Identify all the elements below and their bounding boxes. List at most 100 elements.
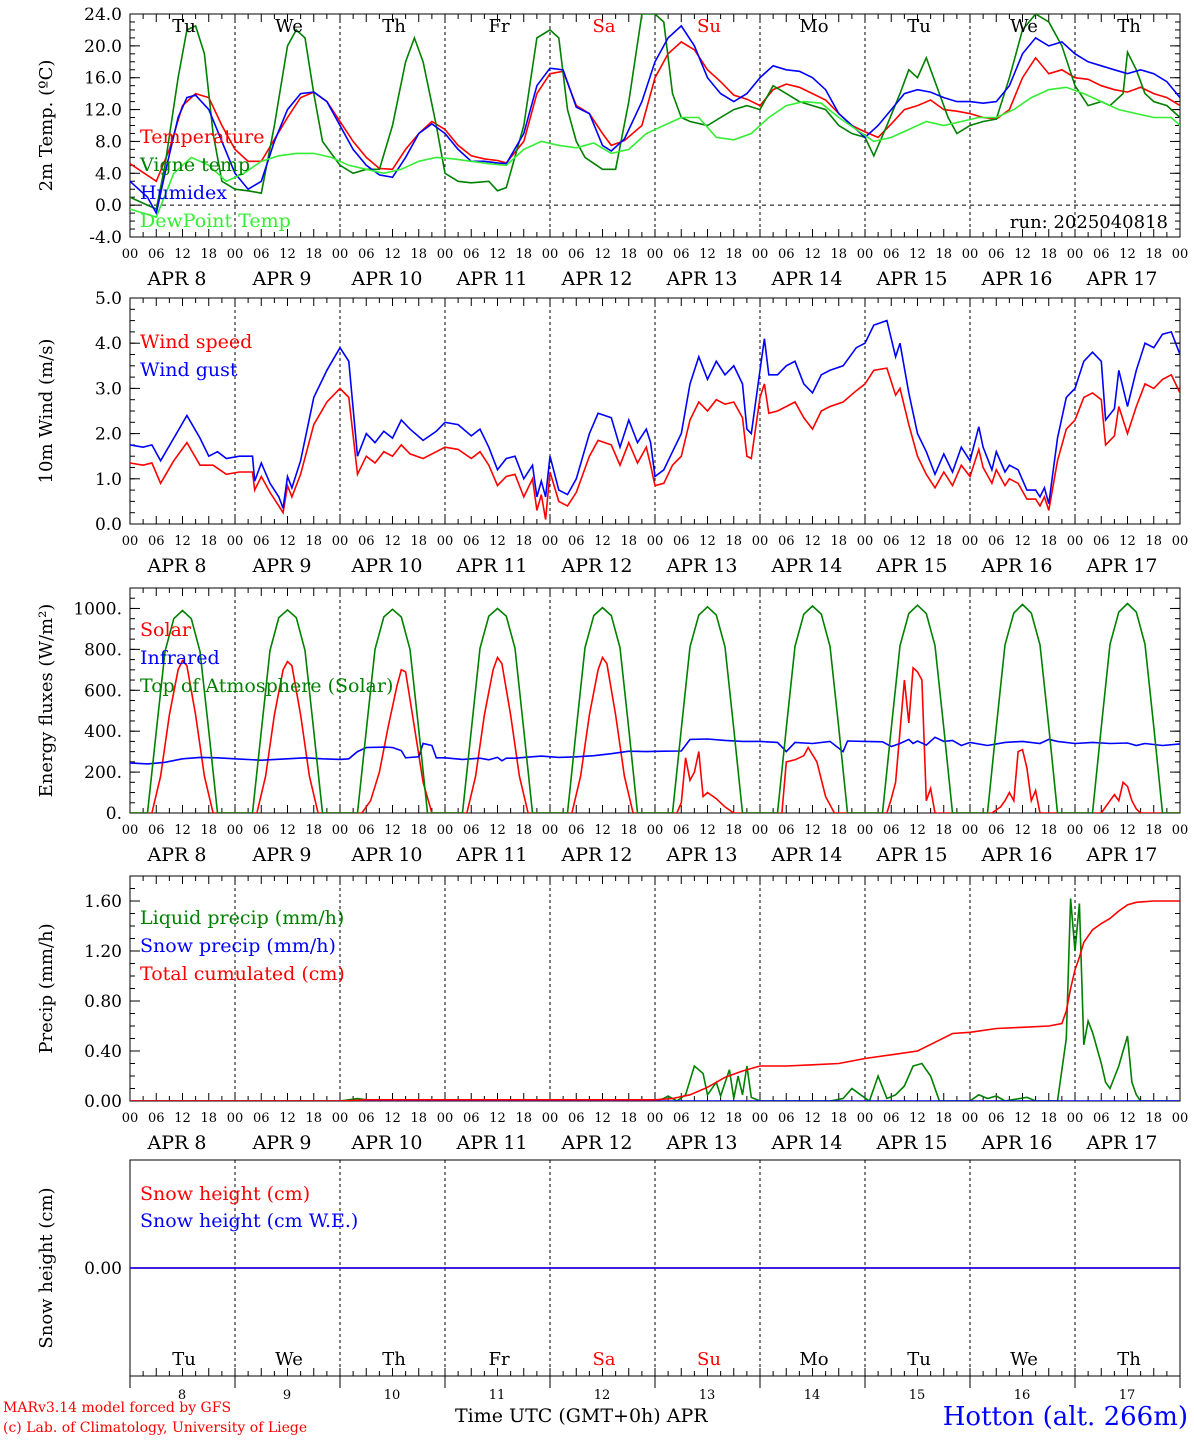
day-header: APR 11: [455, 844, 527, 866]
day-header: APR 11: [455, 1132, 527, 1154]
hour-tick-label: 18: [620, 823, 637, 838]
hour-tick-label: 12: [804, 534, 821, 549]
hour-tick-label: 06: [1093, 247, 1110, 262]
hour-tick-label: 06: [778, 534, 795, 549]
hour-tick-label: 00: [227, 1111, 244, 1126]
hour-tick-label: 18: [410, 823, 427, 838]
day-header: APR 12: [560, 268, 632, 290]
weekday-label: Su: [697, 1349, 721, 1370]
hour-tick-label: 06: [358, 247, 375, 262]
weekday-label: We: [275, 16, 303, 37]
day-header: APR 9: [252, 844, 312, 866]
hour-tick-label: 18: [1145, 247, 1162, 262]
hour-tick-label: 06: [883, 1111, 900, 1126]
hour-tick-label: 12: [594, 1111, 611, 1126]
day-header: APR 17: [1085, 268, 1157, 290]
legend-entry: Liquid precip (mm/h): [140, 907, 344, 929]
hour-tick-label: 18: [1145, 534, 1162, 549]
hour-tick-label: 00: [962, 823, 979, 838]
hour-tick-label: 06: [883, 247, 900, 262]
hour-tick-label: 06: [253, 1111, 270, 1126]
hour-tick-label: 18: [620, 534, 637, 549]
day-number-label: 13: [699, 1388, 716, 1403]
hour-tick-label: 12: [804, 247, 821, 262]
hour-tick-label: 00: [647, 247, 664, 262]
series-line-solar: [130, 655, 1180, 813]
y-tick-label: 1.0: [95, 470, 122, 490]
hour-tick-label: 00: [122, 1111, 139, 1126]
hour-tick-label: 18: [725, 534, 742, 549]
hour-tick-label: 12: [699, 1111, 716, 1126]
hour-tick-label: 06: [568, 823, 585, 838]
y-tick-label: 4.0: [95, 164, 122, 184]
hour-tick-label: 00: [227, 534, 244, 549]
hour-tick-label: 18: [410, 247, 427, 262]
hour-tick-label: 00: [332, 1111, 349, 1126]
weekday-label: Tu: [172, 16, 196, 37]
hour-tick-label: 12: [1014, 247, 1031, 262]
series-line-top-of-atmosphere-solar-: [130, 602, 1180, 813]
legend-entry: Humidex: [140, 182, 227, 204]
y-tick-label: 1.20: [84, 942, 122, 962]
hour-tick-label: 06: [148, 1111, 165, 1126]
day-header: APR 17: [1085, 844, 1157, 866]
hour-tick-label: 06: [673, 247, 690, 262]
day-header: APR 15: [875, 1132, 947, 1154]
hour-tick-label: 00: [437, 534, 454, 549]
hour-tick-label: 18: [305, 247, 322, 262]
day-header: APR 12: [560, 1132, 632, 1154]
day-header: APR 15: [875, 844, 947, 866]
weekday-label: Sa: [592, 16, 615, 37]
hour-tick-label: 12: [384, 1111, 401, 1126]
legend-entry: Snow height (cm W.E.): [140, 1210, 358, 1232]
legend-entry: Snow precip (mm/h): [140, 935, 336, 957]
hour-tick-label: 18: [830, 823, 847, 838]
weekday-label: We: [275, 1349, 303, 1370]
hour-tick-label: 00: [857, 823, 874, 838]
hour-tick-label: 06: [148, 823, 165, 838]
hour-tick-label: 00: [332, 247, 349, 262]
hour-tick-label: 12: [384, 823, 401, 838]
series-line-wind-speed: [130, 367, 1180, 520]
hour-tick-label: 06: [988, 247, 1005, 262]
hour-tick-label: 00: [857, 534, 874, 549]
hour-tick-label: 18: [830, 247, 847, 262]
hour-tick-label: 00: [752, 1111, 769, 1126]
y-tick-label: 8.0: [95, 132, 122, 152]
hour-tick-label: 00: [752, 534, 769, 549]
y-tick-label: 5.0: [95, 289, 122, 309]
hour-tick-label: 18: [515, 247, 532, 262]
y-tick-label: 0.: [106, 804, 122, 824]
legend-entry: Vigne temp: [139, 154, 250, 176]
hour-tick-label: 12: [279, 1111, 296, 1126]
weekday-label: We: [1010, 1349, 1038, 1370]
legend-entry: DewPoint Temp: [140, 210, 291, 232]
hour-tick-label: 06: [673, 534, 690, 549]
y-tick-label: 800.: [84, 640, 122, 660]
day-number-label: 9: [283, 1388, 291, 1403]
hour-tick-label: 18: [515, 823, 532, 838]
legend-entry: Infrared: [140, 647, 220, 669]
series-line-total-cumulated-cm-: [130, 900, 1180, 1101]
hour-tick-label: 12: [1014, 1111, 1031, 1126]
snow-panel: 0.00 Snow height (cm) Snow height (cm) Snow…: [36, 1159, 1181, 1403]
day-header: APR 13: [665, 844, 737, 866]
hour-tick-label: 06: [358, 534, 375, 549]
legend-entry: Temperature: [140, 126, 264, 148]
y-tick-label: 200.: [84, 763, 122, 783]
day-header: APR 8: [147, 844, 207, 866]
hour-tick-label: 18: [725, 1111, 742, 1126]
hour-tick-label: 18: [305, 1111, 322, 1126]
hour-tick-label: 06: [463, 1111, 480, 1126]
hour-tick-label: 18: [200, 823, 217, 838]
day-header: APR 10: [350, 555, 422, 577]
weekday-label: Th: [382, 1349, 406, 1370]
hour-tick-label: 18: [935, 823, 952, 838]
weekday-label: We: [1010, 16, 1038, 37]
weekday-label: Tu: [907, 16, 931, 37]
hour-tick-label: 12: [384, 247, 401, 262]
hour-tick-label: 12: [489, 534, 506, 549]
legend-entry: Top of Atmosphere (Solar): [140, 675, 393, 697]
day-header: APR 14: [770, 555, 842, 577]
hour-tick-label: 00: [752, 247, 769, 262]
